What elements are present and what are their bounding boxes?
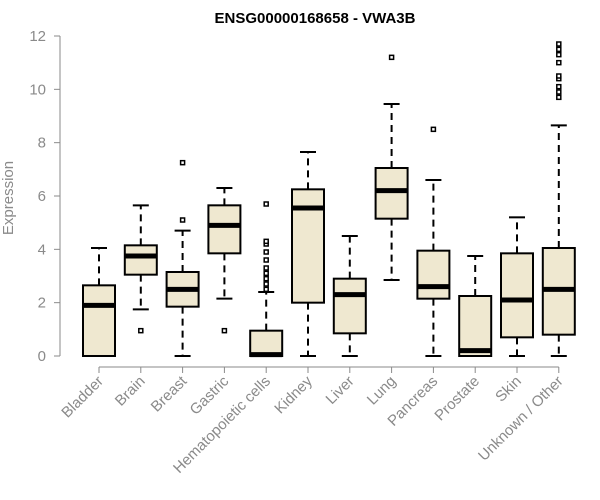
x-tick-label: Prostate <box>431 373 483 425</box>
box-skin <box>500 216 534 357</box>
y-tick-label: 2 <box>38 295 46 312</box>
box-bladder <box>82 247 116 358</box>
x-tick-label: Brain <box>112 373 149 410</box>
box-liver <box>332 235 367 357</box>
outlier-point <box>179 217 186 223</box>
outlier-point <box>221 327 228 334</box>
outlier-point <box>263 286 269 293</box>
iqr-box <box>374 167 409 220</box>
iqr-box <box>458 295 493 357</box>
outlier-point <box>430 126 437 133</box>
iqr-box <box>500 252 534 339</box>
outlier-point <box>263 249 269 255</box>
outlier-point <box>263 238 269 245</box>
box-breast <box>165 159 200 357</box>
box-hematopoietic-cells <box>249 201 284 358</box>
outlier-point <box>556 73 562 79</box>
box-pancreas <box>416 126 451 357</box>
outlier-point <box>556 51 562 58</box>
y-axis-label: Expression <box>0 161 17 235</box>
boxes-group <box>82 41 576 358</box>
outlier-point <box>263 257 269 263</box>
y-tick-label: 4 <box>38 241 46 258</box>
y-tick-label: 6 <box>38 188 46 205</box>
iqr-box <box>332 277 367 335</box>
outlier-point <box>556 83 562 90</box>
outlier-point <box>179 159 186 166</box>
outlier-point <box>556 89 562 95</box>
iqr-box <box>416 249 451 300</box>
x-tick-label: Kidney <box>271 372 316 417</box>
iqr-box <box>207 204 242 255</box>
outlier-point <box>263 281 269 287</box>
box-lung <box>374 54 409 281</box>
box-prostate <box>458 255 493 357</box>
box-brain <box>123 204 158 334</box>
outlier-point <box>263 265 269 271</box>
outlier-point <box>263 275 269 282</box>
outlier-point <box>263 270 269 277</box>
outlier-point <box>138 327 144 334</box>
y-tick-label: 8 <box>38 135 46 152</box>
box-kidney <box>291 151 325 357</box>
outlier-point <box>556 94 562 101</box>
box-gastric <box>207 187 242 334</box>
y-tick-label: 0 <box>38 348 46 365</box>
y-tick-label: 10 <box>29 81 46 98</box>
iqr-box <box>123 244 158 276</box>
x-tick-label: Bladder <box>58 373 107 422</box>
iqr-box <box>82 284 116 358</box>
outlier-point <box>263 201 269 207</box>
y-tick-label: 12 <box>29 28 46 45</box>
chart-title: ENSG00000168658 - VWA3B <box>215 10 416 27</box>
y-axis: 0 2 4 6 8 10 12 <box>29 28 61 365</box>
outlier-point <box>388 54 395 61</box>
x-tick-label: Breast <box>148 372 191 415</box>
outlier-point <box>556 46 562 53</box>
x-tick-label: Liver <box>323 373 358 408</box>
outlier-point <box>556 41 562 47</box>
x-tick-label: Skin <box>492 373 525 406</box>
x-tick-label: Lung <box>364 373 400 409</box>
box-unknown-other <box>541 41 576 357</box>
outlier-point <box>556 59 562 66</box>
